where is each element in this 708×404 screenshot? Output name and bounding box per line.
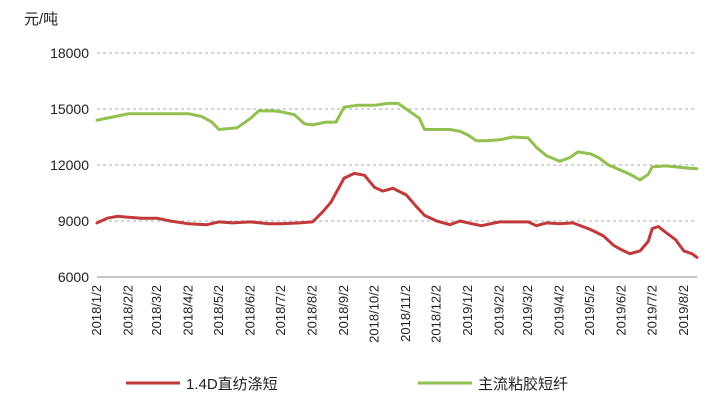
x-tick-label: 2018/10/2 <box>367 285 382 343</box>
x-tick-label: 2018/7/2 <box>273 285 288 336</box>
x-tick-label: 2019/5/2 <box>582 285 597 336</box>
y-tick-label: 12000 <box>50 157 89 173</box>
x-tick-label: 2018/9/2 <box>336 285 351 336</box>
legend: 1.4D直纺涤短 主流粘胶短纤 <box>126 376 568 393</box>
x-tick-label: 2018/6/2 <box>243 285 258 336</box>
legend-label: 主流粘胶短纤 <box>478 376 568 393</box>
x-tick-label: 2019/4/2 <box>552 285 567 336</box>
x-tick-labels: 2018/1/2 2018/2/2 2018/3/2 2018/4/2 2018/5/2… <box>89 285 691 343</box>
series-lines <box>95 101 699 259</box>
y-tick-labels: 6000 9000 12000 15000 18000 <box>50 45 89 285</box>
x-tick-label: 2018/2/2 <box>121 285 136 336</box>
x-tick-label: 2018/11/2 <box>398 285 413 342</box>
x-tick-label: 2019/8/2 <box>676 285 691 336</box>
x-tick-label: 2018/4/2 <box>181 285 196 336</box>
x-tick-label: 2019/7/2 <box>644 285 659 336</box>
x-tick-label: 2018/8/2 <box>305 285 320 336</box>
series-line-1 <box>95 171 699 259</box>
x-tick-label: 2019/3/2 <box>520 285 535 336</box>
x-tick-label: 2018/3/2 <box>149 285 164 336</box>
legend-label: 1.4D直纺涤短 <box>186 376 278 393</box>
y-tick-label: 18000 <box>50 45 89 61</box>
series-line-2 <box>95 101 699 182</box>
x-tick-label: 2019/2/2 <box>492 285 507 336</box>
y-gridlines <box>97 52 697 222</box>
y-axis-unit-label: 元/吨 <box>24 11 58 28</box>
x-tick-label: 2018/5/2 <box>211 285 226 336</box>
y-tick-label: 15000 <box>50 101 89 117</box>
y-tick-label: 6000 <box>58 269 89 285</box>
y-tick-label: 9000 <box>58 213 89 229</box>
x-tick-label: 2018/12/2 <box>429 285 444 343</box>
x-tick-label: 2018/1/2 <box>89 285 104 336</box>
x-tick-label: 2019/6/2 <box>614 285 629 336</box>
x-tick-label: 2019/1/2 <box>460 285 475 336</box>
